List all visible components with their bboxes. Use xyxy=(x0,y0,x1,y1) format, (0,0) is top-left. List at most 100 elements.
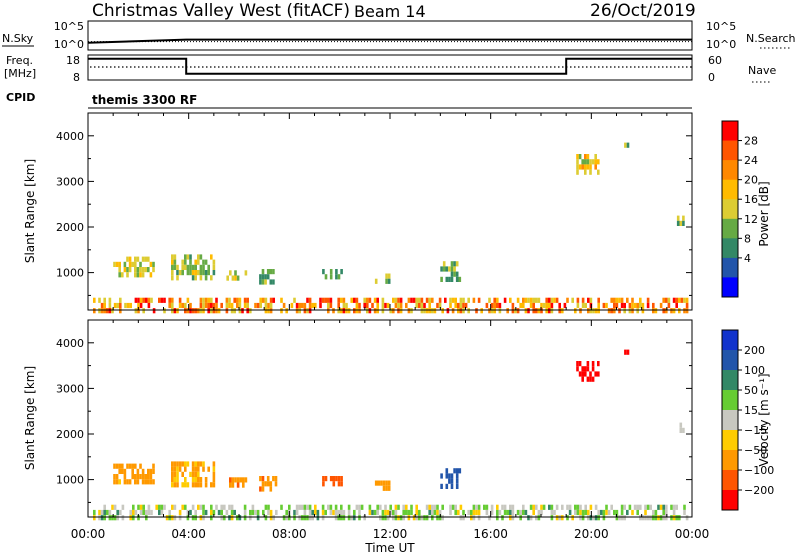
power-colorbar-tick-label: 28 xyxy=(744,135,758,148)
power-cell xyxy=(243,297,247,303)
velocity-cell xyxy=(212,461,216,467)
y-tick-label: 1000 xyxy=(56,267,84,280)
velocity-cell xyxy=(121,468,124,474)
power-cell xyxy=(594,164,597,170)
power-cell xyxy=(493,308,496,314)
power-cell xyxy=(545,302,548,309)
power-cell xyxy=(124,302,127,309)
velocity-cell xyxy=(123,479,127,485)
velocity-cell xyxy=(553,509,556,516)
power-cell xyxy=(581,302,585,309)
noise-series xyxy=(87,38,692,44)
power-cell xyxy=(233,308,236,314)
power-cell xyxy=(261,274,265,280)
velocity-cell xyxy=(436,504,439,510)
velocity-cell xyxy=(113,463,116,469)
power-cell xyxy=(358,308,361,314)
velocity-cell xyxy=(402,509,405,516)
velocity-cell xyxy=(623,515,626,521)
power-cell xyxy=(212,302,216,309)
velocity-cell xyxy=(243,509,247,516)
power-cell xyxy=(448,276,451,282)
velocity-cell xyxy=(679,422,683,428)
velocity-cell xyxy=(118,463,121,469)
power-cell xyxy=(212,264,216,270)
power-cell xyxy=(597,297,600,303)
power-cell xyxy=(652,302,655,309)
power-cell xyxy=(121,272,124,278)
power-cell xyxy=(128,256,132,262)
velocity-cell xyxy=(301,515,304,521)
power-cell xyxy=(578,164,582,170)
velocity-cell xyxy=(555,515,559,521)
velocity-cell xyxy=(303,509,307,516)
velocity-cell xyxy=(624,349,627,355)
velocity-cell xyxy=(605,509,608,516)
power-cell xyxy=(641,302,645,309)
power-cell xyxy=(480,308,483,314)
velocity-cell xyxy=(139,509,143,516)
power-cell xyxy=(676,220,680,226)
power-colorbar-frame xyxy=(721,120,739,298)
velocity-cell xyxy=(459,515,463,521)
velocity-cell xyxy=(529,515,533,521)
power-cell xyxy=(290,302,294,309)
velocity-cell xyxy=(548,504,551,510)
velocity-cell xyxy=(662,504,665,510)
power-cell xyxy=(171,297,174,303)
power-cell xyxy=(450,266,454,272)
velocity-cell xyxy=(368,504,372,510)
power-cell xyxy=(550,308,554,314)
power-cell xyxy=(176,308,179,314)
power-cell xyxy=(225,297,229,303)
velocity-cell xyxy=(448,478,451,484)
figure-title: Christmas Valley West (fitACF) xyxy=(92,1,350,21)
velocity-cell xyxy=(659,504,663,510)
power-cell xyxy=(387,278,391,284)
power-cell xyxy=(186,254,190,260)
velocity-cell xyxy=(455,468,459,474)
velocity-cell xyxy=(199,504,203,510)
velocity-cell xyxy=(199,515,203,521)
velocity-cell xyxy=(386,509,390,516)
velocity-cell xyxy=(586,366,590,372)
velocity-cell xyxy=(242,477,245,483)
velocity-cell xyxy=(670,504,673,510)
power-cell xyxy=(615,302,619,309)
power-cell xyxy=(230,308,234,314)
power-cell xyxy=(137,302,140,309)
power-cell xyxy=(389,308,392,314)
power-cell xyxy=(453,266,456,272)
velocity-cell xyxy=(584,509,587,516)
power-cell xyxy=(350,297,353,303)
velocity-cell xyxy=(303,504,307,510)
power-cell xyxy=(381,302,385,309)
power-cell xyxy=(207,297,210,303)
velocity-cell xyxy=(168,515,171,521)
power-cell xyxy=(532,302,535,309)
power-cell xyxy=(189,270,192,276)
y-tick-label: 2000 xyxy=(56,428,84,441)
x-tick-label: 08:00 xyxy=(272,527,307,541)
velocity-cell xyxy=(579,504,582,510)
velocity-cell xyxy=(524,509,528,516)
power-cell xyxy=(550,297,554,303)
velocity-colorbar-tick-label: −15 xyxy=(744,424,767,437)
power-colorbar-swatch xyxy=(722,238,738,259)
power-cell xyxy=(199,270,203,276)
velocity-cell xyxy=(303,515,307,521)
velocity-cell xyxy=(121,504,125,510)
velocity-cell xyxy=(132,509,135,516)
velocity-cell xyxy=(438,509,442,516)
velocity-cell xyxy=(244,477,248,483)
velocity-cell xyxy=(285,515,288,521)
noise-tick-left-top: 10^5 xyxy=(54,20,84,33)
power-cell xyxy=(385,273,388,279)
power-cell xyxy=(100,308,104,314)
velocity-cell xyxy=(322,481,325,487)
velocity-cell xyxy=(150,509,153,516)
freq-strip-frame xyxy=(87,54,693,81)
power-cell xyxy=(103,308,106,314)
velocity-cell xyxy=(141,479,145,485)
velocity-cell xyxy=(682,427,685,433)
